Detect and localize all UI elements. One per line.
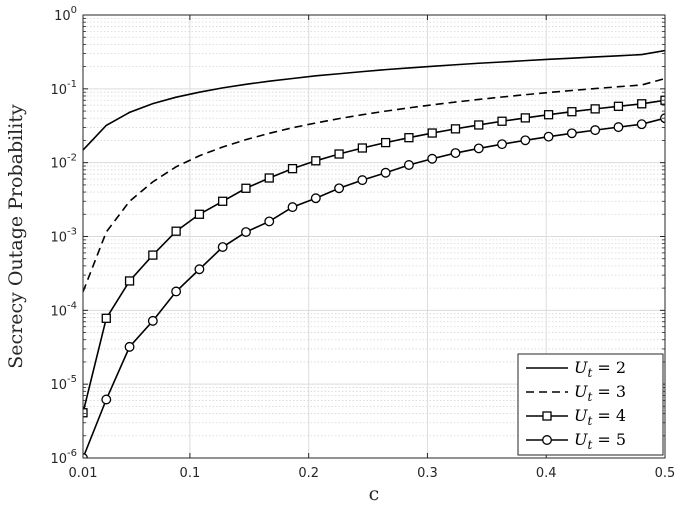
circle-marker bbox=[380, 167, 391, 178]
circle-marker bbox=[403, 160, 414, 170]
circle-marker bbox=[543, 131, 554, 142]
circle-marker bbox=[83, 453, 88, 458]
circle-marker bbox=[147, 315, 158, 326]
legend-label: Ut = 3 bbox=[574, 382, 626, 404]
circle-marker bbox=[241, 227, 251, 237]
circle-marker bbox=[566, 128, 577, 139]
axis-ticks bbox=[82, 14, 666, 459]
square-marker bbox=[357, 143, 368, 153]
x-tick-label: 0.4 bbox=[536, 466, 557, 481]
legend-item: Ut = 5 bbox=[526, 430, 626, 452]
series-2 bbox=[83, 77, 665, 293]
y-tick-label: 10-2 bbox=[50, 153, 77, 172]
y-tick-label: 10-5 bbox=[50, 374, 77, 393]
series-1 bbox=[83, 49, 665, 151]
x-axis-title: c bbox=[369, 483, 380, 505]
x-tick-label: 0.01 bbox=[69, 466, 98, 481]
x-tick-labels: 0.01 0.1 0.2 0.3 0.4 0.5 bbox=[69, 466, 676, 481]
square-marker bbox=[83, 408, 88, 418]
circle-marker bbox=[427, 153, 438, 164]
square-marker bbox=[497, 116, 507, 126]
square-marker bbox=[637, 99, 647, 109]
x-tick-label: 0.2 bbox=[298, 466, 319, 481]
y-axis-title: Secrecy Outage Probability bbox=[5, 104, 27, 369]
y-tick-label: 10-6 bbox=[50, 448, 77, 467]
square-marker bbox=[380, 137, 391, 148]
series-layer bbox=[83, 49, 665, 458]
square-marker bbox=[287, 163, 298, 174]
square-marker bbox=[567, 107, 577, 117]
square-marker bbox=[542, 411, 552, 421]
series-4 bbox=[83, 113, 665, 458]
square-marker bbox=[520, 113, 530, 123]
circle-marker bbox=[310, 193, 321, 204]
square-marker bbox=[148, 250, 158, 260]
series-group bbox=[83, 49, 665, 458]
y-tick-label: 10-4 bbox=[50, 300, 77, 319]
legend-box bbox=[517, 353, 664, 456]
x-tick-label: 0.3 bbox=[417, 466, 438, 481]
legend-item: Ut = 3 bbox=[526, 382, 626, 404]
circle-marker bbox=[101, 394, 112, 405]
circle-marker bbox=[590, 125, 601, 136]
circle-marker bbox=[613, 122, 624, 133]
y-tick-labels: 10-6 10-5 10-4 10-3 10-2 10-1 100 bbox=[50, 5, 77, 467]
circle-marker bbox=[450, 148, 461, 158]
square-marker bbox=[311, 156, 321, 166]
square-marker bbox=[543, 110, 554, 120]
circle-marker bbox=[497, 139, 507, 150]
square-marker bbox=[474, 120, 484, 130]
square-marker bbox=[590, 104, 600, 114]
legend-item: Ut = 2 bbox=[526, 358, 626, 380]
legend: Ut = 2Ut = 3Ut = 4Ut = 5 bbox=[517, 353, 664, 456]
legend-item: Ut = 4 bbox=[526, 406, 626, 428]
y-tick-label: 100 bbox=[54, 5, 77, 24]
series-line bbox=[83, 77, 665, 293]
square-marker bbox=[218, 196, 228, 206]
circle-marker bbox=[520, 135, 531, 146]
square-marker bbox=[124, 276, 135, 286]
legend-label: Ut = 4 bbox=[574, 406, 626, 428]
circle-marker bbox=[357, 175, 368, 186]
circle-marker bbox=[264, 216, 275, 227]
y-tick-label: 10-1 bbox=[50, 79, 77, 98]
series-line bbox=[83, 49, 665, 151]
square-marker bbox=[404, 133, 414, 143]
square-marker bbox=[241, 183, 251, 193]
square-marker bbox=[427, 128, 437, 138]
x-tick-label: 0.5 bbox=[655, 466, 676, 481]
circle-marker bbox=[194, 264, 205, 275]
circle-marker bbox=[636, 119, 647, 130]
square-marker bbox=[194, 209, 205, 219]
x-tick-label: 0.1 bbox=[180, 466, 201, 481]
legend-label: Ut = 2 bbox=[574, 358, 626, 380]
square-marker bbox=[171, 226, 181, 236]
circle-marker bbox=[334, 183, 345, 194]
circle-marker bbox=[217, 242, 228, 252]
series-3 bbox=[83, 95, 665, 418]
square-marker bbox=[334, 149, 344, 159]
circle-marker bbox=[124, 341, 135, 352]
square-marker bbox=[264, 173, 274, 183]
legend-label: Ut = 5 bbox=[574, 430, 626, 452]
circle-marker bbox=[287, 202, 298, 213]
circle-marker bbox=[542, 435, 552, 445]
circle-marker bbox=[473, 143, 484, 154]
circle-marker bbox=[171, 286, 182, 297]
square-marker bbox=[613, 101, 624, 111]
y-tick-label: 10-3 bbox=[50, 227, 77, 246]
square-marker bbox=[101, 313, 111, 323]
square-marker bbox=[450, 124, 461, 134]
